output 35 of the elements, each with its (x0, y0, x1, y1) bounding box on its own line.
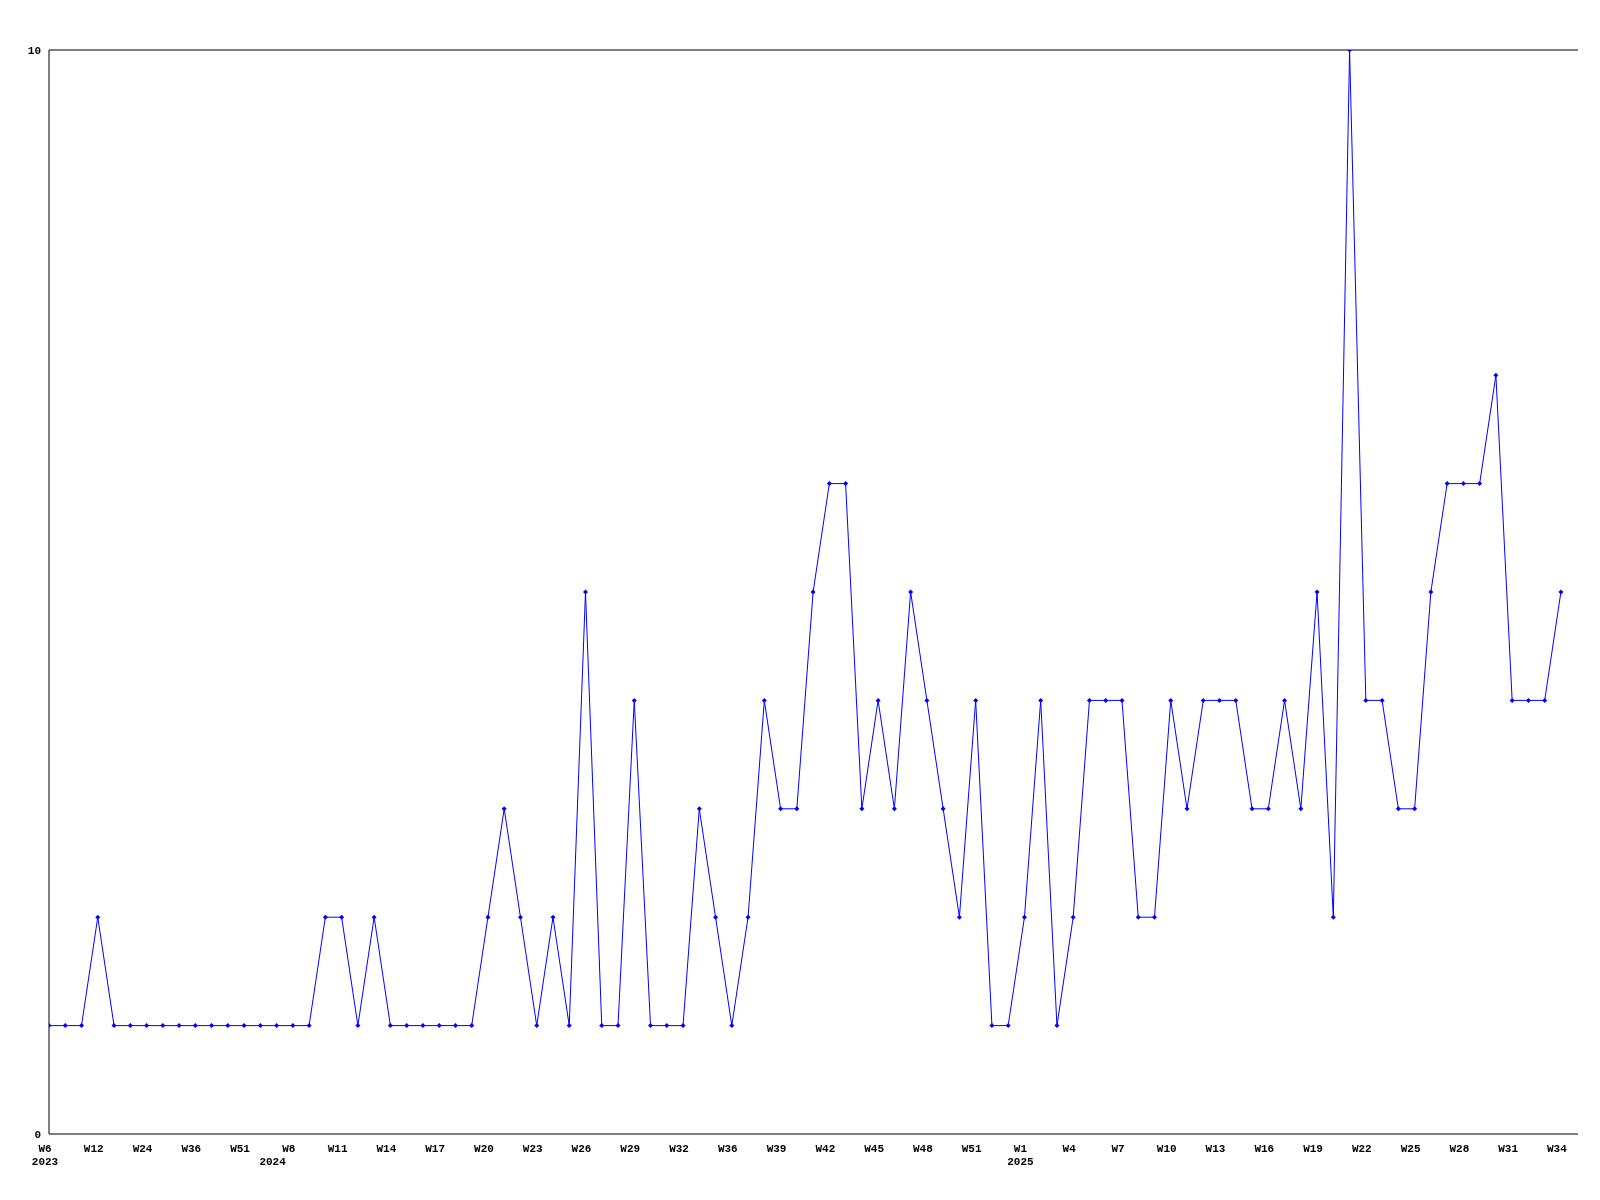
x-tick-label: W11 (327, 1143, 348, 1155)
x-tick-label: W13 (1205, 1143, 1226, 1155)
x-tick-label: W51 (961, 1143, 982, 1155)
x-tick-label: W39 (766, 1143, 787, 1155)
x-tick-label: W19 (1303, 1143, 1323, 1155)
x-tick-label: W36 (717, 1143, 738, 1155)
x-tick-label: W7 (1111, 1143, 1125, 1155)
x-tick-label: W25 (1400, 1143, 1421, 1155)
x-tick-label: W36 (181, 1143, 202, 1155)
x-tick-label: W24 (132, 1143, 153, 1155)
y-tick-label: 0 (34, 1128, 41, 1141)
x-tick-label: W26 (571, 1143, 592, 1155)
x-tick-label: W42 (815, 1143, 836, 1155)
x-tick-label: W10 (1156, 1143, 1177, 1155)
x-tick-label: W34 (1547, 1143, 1568, 1155)
x-tick-label: W28 (1449, 1143, 1470, 1155)
x-tick-label: W32 (669, 1143, 689, 1155)
x-tick-label: W6 2023 (31, 1143, 59, 1168)
x-tick-label: W14 (376, 1143, 397, 1155)
x-tick-label: W23 (522, 1143, 544, 1155)
x-tick-label: W20 (474, 1143, 494, 1155)
x-tick-label: W45 (864, 1143, 885, 1155)
x-tick-label: W12 (83, 1143, 104, 1155)
y-tick-label: 10 (27, 44, 41, 57)
x-tick-label: W16 (1254, 1143, 1275, 1155)
x-tick-label: W48 (912, 1143, 934, 1155)
x-tick-label: W8 (282, 1143, 296, 1155)
x-tick-label: W17 (425, 1143, 446, 1155)
x-tick-label: W29 (620, 1143, 641, 1155)
x-tick-label: 2024 (259, 1156, 287, 1168)
x-tick-label: W31 (1498, 1143, 1519, 1155)
x-tick-label: W4 (1062, 1143, 1077, 1155)
x-tick-label: W51 (230, 1143, 251, 1155)
x-tick-label: W1 2025 (1007, 1143, 1035, 1168)
x-tick-label: W22 (1351, 1143, 1372, 1155)
